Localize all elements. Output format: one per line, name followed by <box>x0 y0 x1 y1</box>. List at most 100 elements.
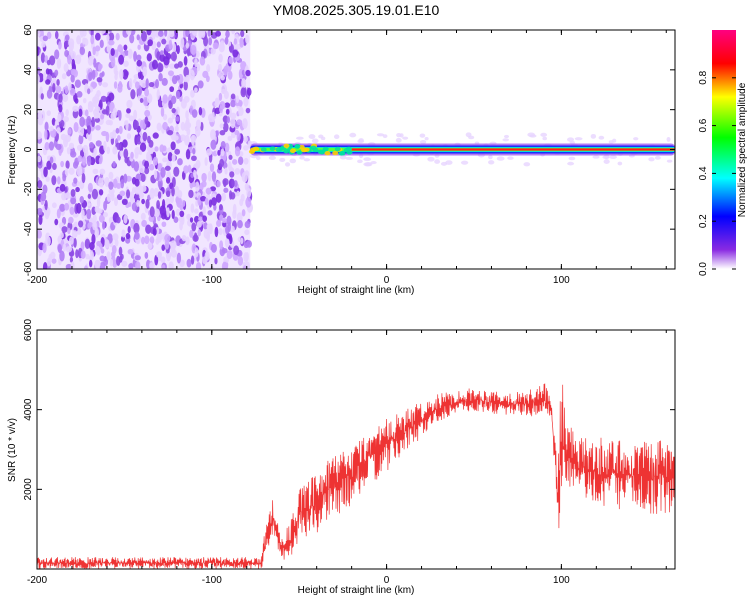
noise-blob <box>91 69 96 80</box>
noise-blob <box>210 243 217 253</box>
noise-blob <box>121 260 128 267</box>
noise-blob <box>126 133 132 140</box>
noise-blob <box>98 63 102 72</box>
noise-blob <box>230 117 236 129</box>
noise-blob <box>162 157 168 163</box>
noise-blob <box>239 198 244 207</box>
chart-title: YM08.2025.305.19.01.E10 <box>273 2 440 18</box>
noise-blob <box>129 197 136 203</box>
noise-blob <box>95 124 101 131</box>
noise-blob <box>74 79 82 89</box>
signal-halo-blob <box>609 155 617 160</box>
noise-blob <box>95 32 101 41</box>
noise-blob <box>160 256 166 264</box>
noise-blob <box>64 202 70 211</box>
noise-blob <box>161 244 166 252</box>
noise-blob <box>219 129 226 136</box>
noise-blob <box>99 261 106 269</box>
signal-halo-blob <box>527 132 536 137</box>
noise-blob <box>126 99 133 109</box>
noise-blob <box>214 226 219 238</box>
signal-band-red <box>351 148 675 151</box>
noise-blob <box>183 96 190 103</box>
signal-wobble <box>253 146 260 152</box>
noise-blob <box>37 116 44 126</box>
noise-blob <box>49 55 56 66</box>
noise-blob <box>49 156 54 164</box>
noise-blob <box>73 177 78 184</box>
colorbar-tick-label-1: 0.2 <box>698 214 709 228</box>
noise-blob <box>101 221 106 230</box>
noise-blob <box>183 80 188 91</box>
noise-blob <box>234 146 241 157</box>
noise-blob <box>110 191 114 198</box>
noise-blob <box>165 176 171 184</box>
noise-blob <box>147 39 153 47</box>
noise-blob <box>220 141 226 149</box>
noise-blob <box>232 159 238 165</box>
noise-blob <box>40 52 46 64</box>
noise-blob <box>119 190 126 197</box>
noise-blob <box>141 219 147 228</box>
noise-blob <box>201 180 207 188</box>
noise-blob <box>74 98 79 104</box>
snr-xtick-label-2: 0 <box>384 575 390 586</box>
noise-blob <box>44 121 49 132</box>
noise-blob <box>214 101 219 107</box>
noise-blob <box>73 122 79 133</box>
noise-blob <box>125 189 131 199</box>
signal-halo-blob <box>603 159 610 164</box>
noise-blob <box>219 123 224 129</box>
noise-blob <box>116 109 121 117</box>
noise-blob <box>123 44 128 51</box>
signal-halo-blob <box>488 154 493 160</box>
noise-blob <box>42 242 47 254</box>
noise-blob <box>71 58 76 69</box>
noise-blob <box>195 261 202 269</box>
noise-blob <box>76 144 83 151</box>
noise-blob <box>123 173 128 184</box>
colorbar-tick-label-4: 0.8 <box>698 70 709 84</box>
snr-frame <box>36 329 676 570</box>
signal-wobble <box>332 150 339 156</box>
noise-blob <box>109 258 114 267</box>
noise-blob <box>118 246 123 256</box>
noise-blob <box>209 186 217 192</box>
noise-blob <box>125 30 132 36</box>
noise-blob <box>179 220 183 231</box>
noise-blob <box>152 156 158 166</box>
noise-blob <box>80 241 85 251</box>
noise-blob <box>166 207 170 218</box>
noise-blob <box>174 148 181 155</box>
noise-blob <box>52 82 56 93</box>
noise-blob <box>185 30 190 38</box>
noise-blob <box>164 165 171 171</box>
snr-xtick-label-3: 100 <box>553 575 570 586</box>
noise-blob <box>181 199 186 207</box>
noise-blob <box>245 107 251 114</box>
noise-blob <box>106 251 111 261</box>
noise-blob <box>171 107 176 114</box>
noise-blob <box>119 68 124 80</box>
noise-blob <box>183 165 189 174</box>
noise-blob <box>59 183 66 192</box>
noise-blob <box>46 31 52 40</box>
noise-blob <box>134 152 139 159</box>
noise-blob <box>116 182 122 190</box>
noise-blob <box>75 249 79 259</box>
noise-blob <box>237 156 244 166</box>
noise-blob <box>76 35 82 45</box>
noise-blob <box>146 53 152 62</box>
noise-blob <box>223 187 229 193</box>
noise-blob <box>110 251 116 258</box>
noise-blob <box>245 34 250 44</box>
noise-blob <box>227 70 233 80</box>
noise-blob <box>112 146 118 155</box>
noise-blob <box>93 58 97 68</box>
noise-blob <box>215 30 221 37</box>
noise-blob <box>207 170 212 182</box>
noise-blob <box>225 30 230 38</box>
noise-blob <box>224 142 230 153</box>
noise-blob <box>67 227 71 235</box>
noise-blob <box>157 62 163 73</box>
